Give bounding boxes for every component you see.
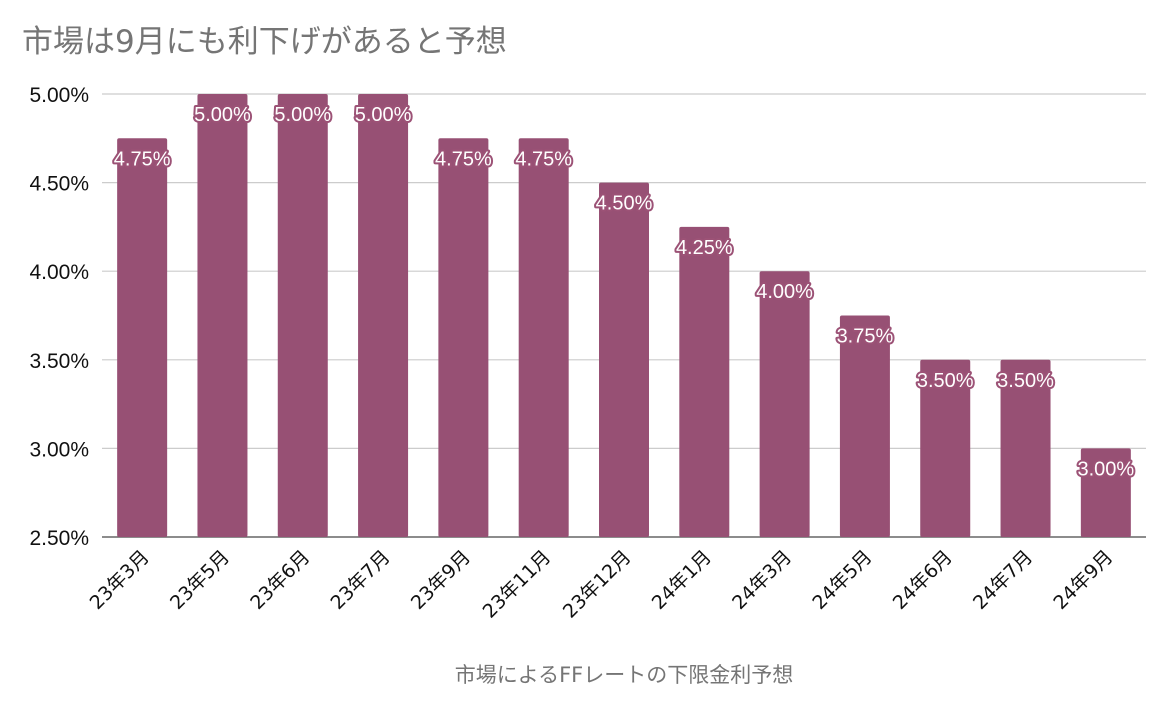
x-tick-label: 23年11月 (479, 546, 556, 623)
y-tick-label: 3.00% (29, 438, 89, 461)
x-tick-label: 24年7月 (969, 546, 1037, 614)
bar (1080, 448, 1131, 537)
data-label: 3.50% (917, 370, 974, 392)
data-label: 4.00% (756, 281, 813, 303)
bar (197, 94, 248, 537)
y-tick-label: 4.50% (29, 173, 89, 196)
x-tick-label: 23年6月 (246, 546, 314, 614)
data-labels: 4.75% 5.00% 5.00% 5.00% 4.75% 4.75% 4.50% 4.25%… (112, 102, 1137, 482)
x-tick-label: 23年5月 (166, 546, 234, 614)
bar (518, 138, 569, 538)
x-tick-label: 24年5月 (808, 546, 876, 614)
x-tick-label: 24年6月 (889, 546, 957, 614)
data-label: 4.25% (676, 237, 733, 259)
x-axis-title: 市場によるFFレートの下限金利予想 (455, 663, 794, 687)
bar (679, 226, 730, 537)
data-label: 4.75% (435, 148, 492, 170)
data-label: 4.75% (114, 148, 171, 170)
y-tick-label: 3.50% (29, 350, 89, 373)
bar (438, 138, 489, 538)
data-label: 5.00% (355, 104, 412, 126)
bar (358, 94, 409, 537)
bar (599, 182, 649, 537)
x-tick-label: 23年3月 (86, 546, 154, 614)
y-tick-label: 2.50% (29, 527, 89, 550)
bar (920, 359, 971, 537)
bar (277, 94, 328, 537)
data-label: 3.50% (997, 370, 1054, 392)
x-axis-ticks: 23年3月 23年5月 23年6月 23年7月 23年9月 23年11月 23年12月 24年… (86, 546, 1118, 623)
data-label: 5.00% (274, 104, 331, 126)
bar (839, 315, 890, 537)
data-label: 4.50% (596, 193, 653, 215)
y-tick-label: 4.00% (29, 261, 89, 284)
data-label: 4.75% (515, 148, 572, 170)
data-label: 3.75% (837, 326, 894, 348)
bar (117, 138, 168, 538)
chart-title: 市場は9月にも利下げがあると予想 (22, 24, 507, 60)
x-tick-label: 24年1月 (648, 546, 716, 614)
x-tick-label: 23年9月 (407, 546, 475, 614)
bar (759, 271, 810, 537)
x-tick-label: 24年9月 (1049, 546, 1117, 614)
bars (117, 94, 1131, 538)
y-tick-label: 5.00% (29, 84, 89, 107)
x-tick-label: 24年3月 (728, 546, 796, 614)
bar (1000, 359, 1051, 537)
data-label: 5.00% (194, 104, 251, 126)
y-axis-ticks: 2.50% 3.00% 3.50% 4.00% 4.50% 5.00% (29, 84, 89, 550)
data-label: 3.00% (1077, 458, 1134, 480)
x-tick-label: 23年12月 (559, 546, 636, 623)
x-tick-label: 23年7月 (327, 546, 395, 614)
